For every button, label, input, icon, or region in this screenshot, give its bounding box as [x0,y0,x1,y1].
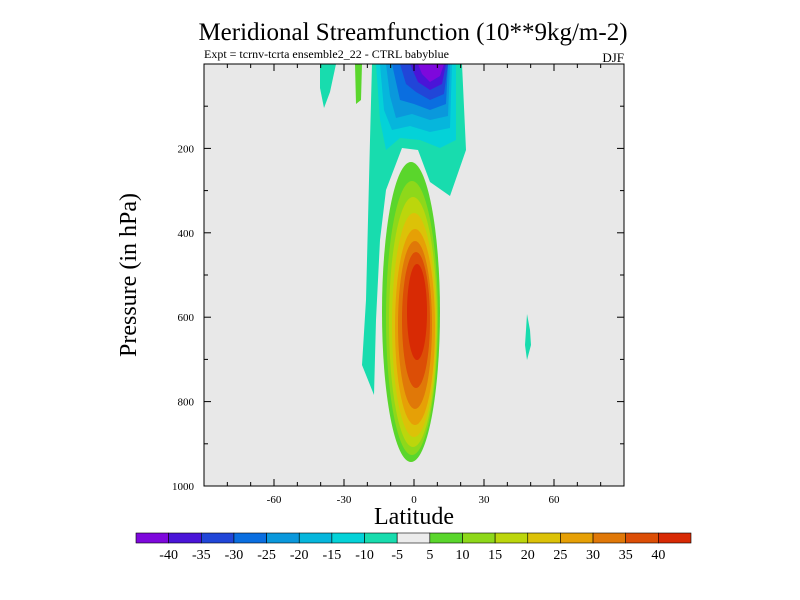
contour-fill-small-neg [320,64,336,108]
colorbar-label: -15 [323,548,342,563]
colorbar-label: -5 [391,548,403,563]
colorbar-label: -35 [192,548,211,563]
colorbar-box [592,532,627,544]
colorbar-box [396,532,431,544]
colorbar-box [462,532,496,544]
y-tick-label: 1000 [172,481,195,493]
colorbar-box [658,532,692,544]
colorbar-label: -30 [225,548,244,563]
chart-subtitle: Expt = tcrnv-tcrta ensemble2_22 - CTRL b… [204,47,449,61]
colorbar-box [625,532,659,544]
contour-fill-pos-8 [407,264,427,360]
colorbar-box [233,532,267,544]
contour-fills [320,64,531,462]
x-tick-label: 0 [411,494,417,506]
contour-fill-small-neg-right [525,314,531,360]
colorbar-box [429,532,463,544]
colorbar: -40 -35 -30 -25 -20 -15 -10 -5 5 10 15 20 25 30 35 40 [135,532,692,563]
chart-title: Meridional Streamfunction (10**9kg/m-2) [198,19,627,46]
colorbar-box [364,532,398,544]
colorbar-box [135,532,169,544]
season-label: DJF [602,50,624,65]
colorbar-label: 5 [426,548,433,563]
colorbar-label: 15 [488,548,502,563]
contour-fill-neg40 [418,64,444,82]
colorbar-label: 35 [619,548,633,563]
colorbar-box [168,532,202,544]
colorbar-box [494,532,529,544]
colorbar-label: 30 [586,548,600,563]
contour-fill-small-pos [355,64,362,104]
y-axis-title: Pressure (in hPa) [116,193,142,357]
colorbar-label: -20 [290,548,309,563]
x-tick-label: 60 [549,494,561,506]
colorbar-box [200,532,235,544]
colorbar-label: 10 [455,548,469,563]
colorbar-label: -10 [355,548,374,563]
x-tick-label: -60 [267,494,282,506]
y-tick-label: 800 [178,397,195,409]
colorbar-label: 20 [521,548,535,563]
colorbar-box [527,532,561,544]
colorbar-box [266,532,300,544]
colorbar-box [331,532,365,544]
x-tick-label: 30 [479,494,491,506]
axis-ticks: -60 -30 0 30 60 200 400 600 800 1000 [172,64,625,506]
y-tick-label: 600 [178,312,195,324]
colorbar-label: 25 [553,548,567,563]
colorbar-box [298,532,333,544]
y-tick-label: 200 [178,143,195,155]
colorbar-label: 40 [651,548,665,563]
colorbar-box [560,532,594,544]
x-axis-title: Latitude [374,504,454,530]
x-tick-label: -30 [337,494,352,506]
y-tick-label: 400 [178,228,195,240]
colorbar-label: -25 [257,548,276,563]
colorbar-label: -40 [159,548,178,563]
